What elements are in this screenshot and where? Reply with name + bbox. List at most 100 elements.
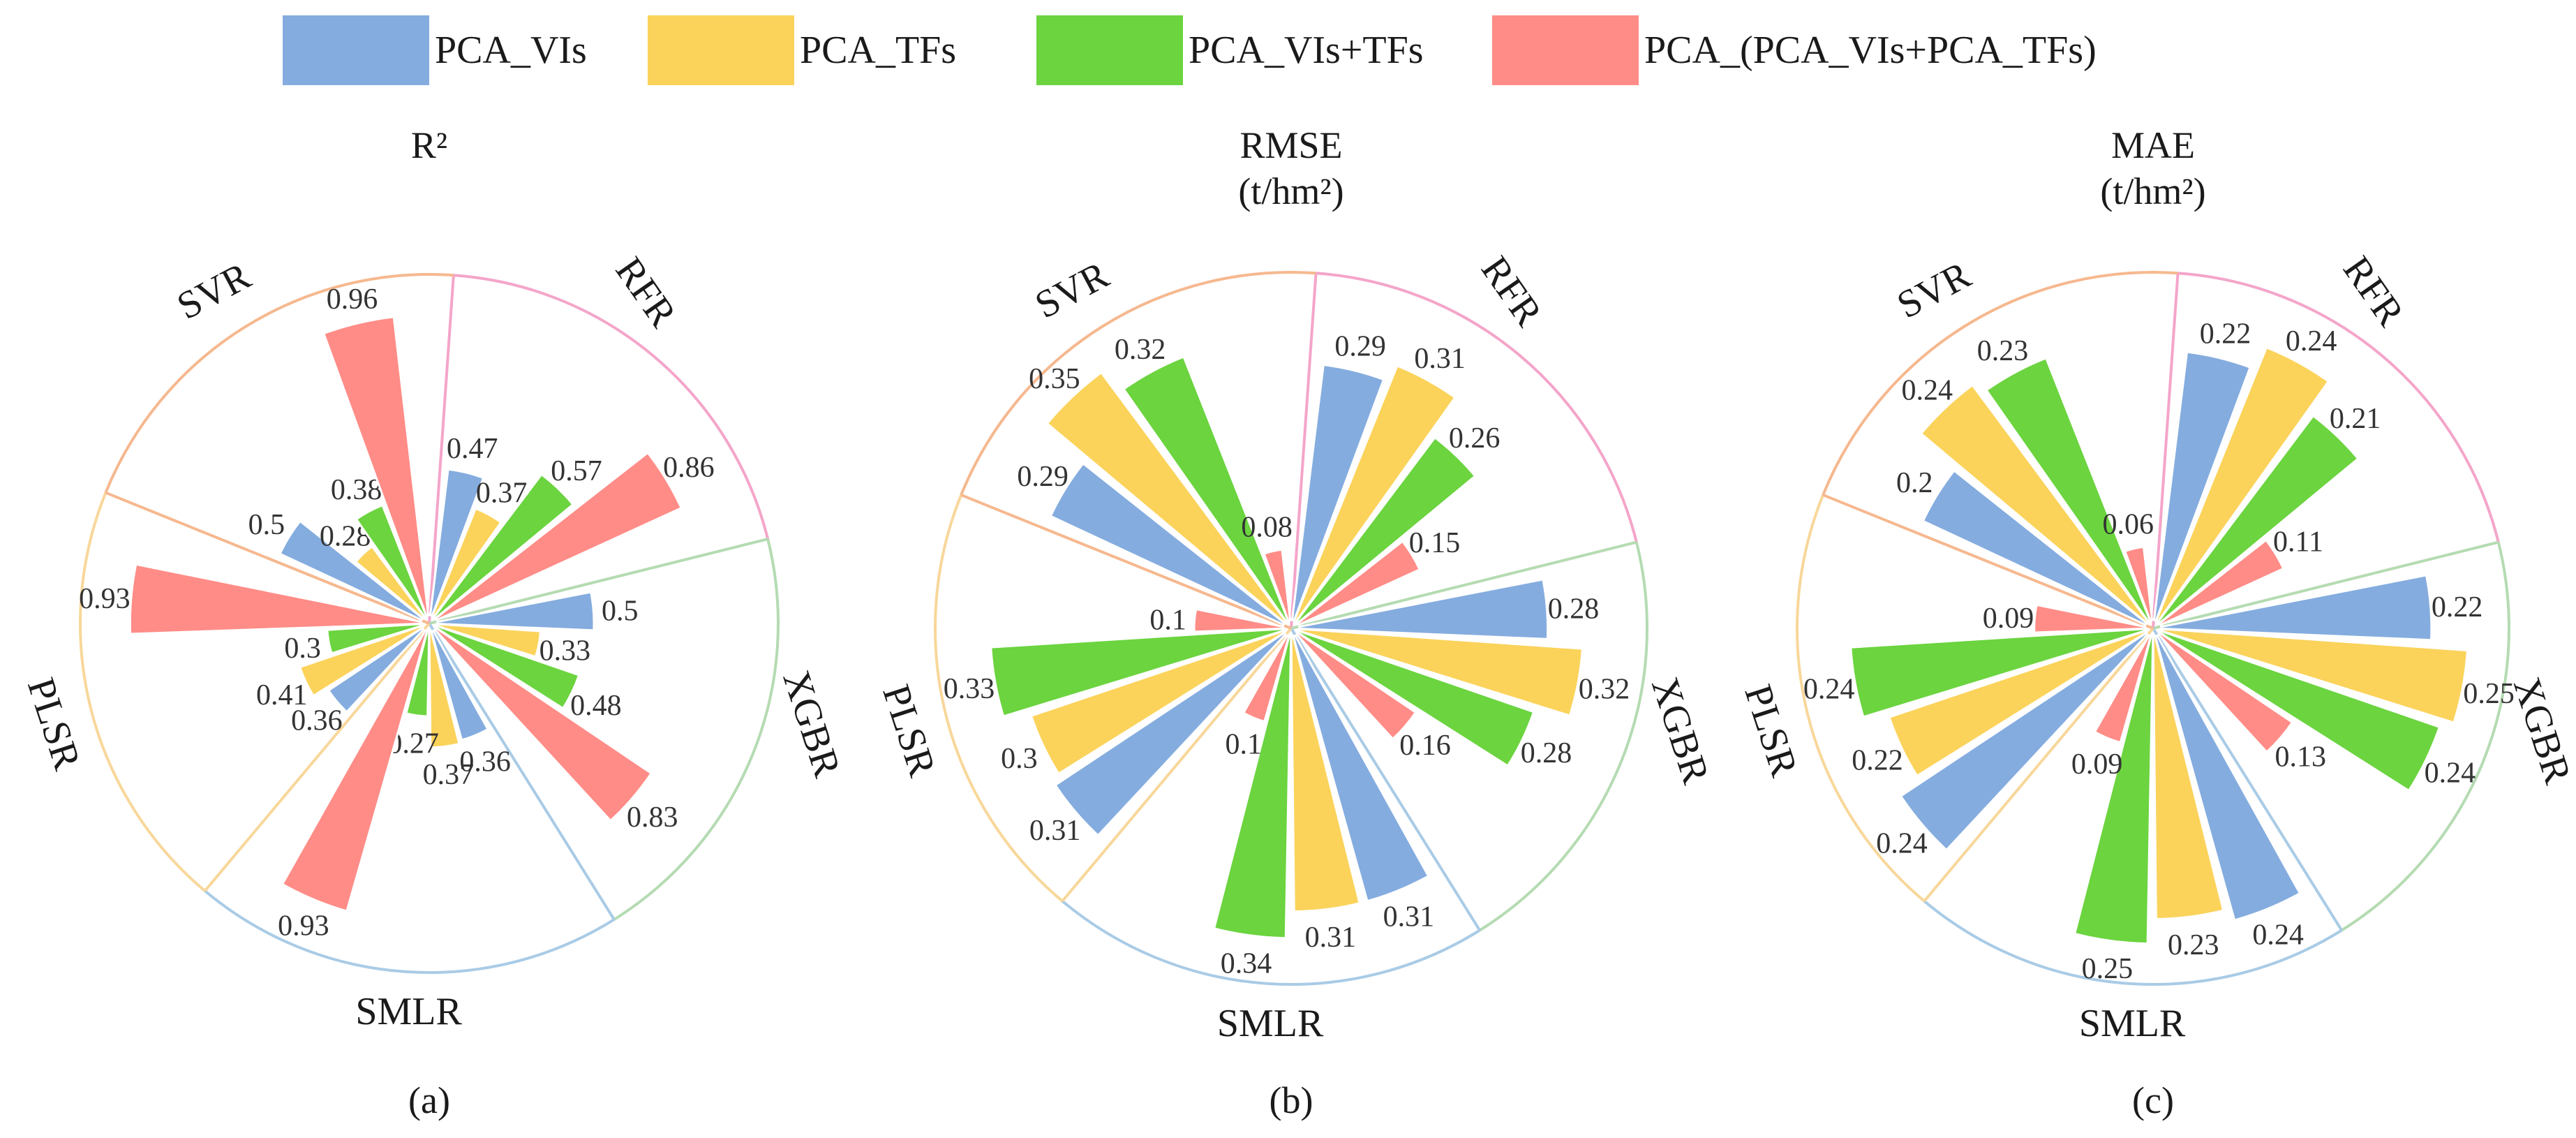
data-label: 0.11 bbox=[2273, 526, 2323, 559]
bar-svr-2 bbox=[354, 545, 426, 620]
bar-plsr-3 bbox=[1849, 628, 2147, 718]
chart-title-metric: MAE bbox=[2111, 124, 2195, 166]
data-label: 0.48 bbox=[570, 690, 622, 722]
data-label: 0.47 bbox=[447, 433, 498, 465]
chart-title-unit: (t/hm²) bbox=[2100, 170, 2206, 212]
data-label: 0.5 bbox=[248, 509, 285, 541]
bar-plsr-1 bbox=[1899, 631, 2149, 852]
legend: PCA_VIs PCA_TFs PCA_VIs+TFs PCA_(PCA_VIs+PC… bbox=[0, 0, 2576, 91]
data-label: 0.09 bbox=[2071, 748, 2123, 781]
chart-title: R² bbox=[290, 122, 569, 168]
sector-outline-xgbr bbox=[2152, 540, 2510, 932]
bar-smlr-3 bbox=[1212, 635, 1293, 940]
data-label: 0.31 bbox=[1029, 815, 1081, 847]
data-label: 0.1 bbox=[1149, 604, 1186, 636]
bar-xgbr-4 bbox=[433, 626, 653, 822]
sector-outline-smlr bbox=[1923, 627, 2343, 986]
data-label: 0.1 bbox=[1225, 728, 1262, 760]
legend-swatch bbox=[1492, 15, 1639, 85]
bar-plsr-1 bbox=[1054, 631, 1287, 837]
data-label: 0.35 bbox=[1029, 363, 1080, 395]
bar-plsr-4 bbox=[1193, 607, 1284, 633]
data-label: 0.29 bbox=[1017, 461, 1069, 493]
bar-rfr-2 bbox=[1293, 364, 1457, 623]
model-label-plsr: PLSR bbox=[1736, 679, 1806, 782]
data-label: 0.2 bbox=[1896, 467, 1933, 499]
bar-rfr-4 bbox=[2158, 538, 2285, 626]
data-label: 0.96 bbox=[327, 283, 378, 316]
model-label-xgbr: XGBR bbox=[2505, 672, 2576, 790]
data-label: 0.22 bbox=[2200, 318, 2251, 350]
data-label: 0.36 bbox=[459, 746, 511, 778]
data-label: 0.37 bbox=[423, 759, 475, 791]
sector-outline-smlr bbox=[1061, 627, 1481, 986]
model-label-rfr: RFR bbox=[1473, 249, 1551, 334]
data-label: 0.83 bbox=[627, 801, 678, 834]
data-label: 0.33 bbox=[944, 673, 995, 705]
data-label: 0.5 bbox=[602, 595, 639, 627]
model-label-svr: SVR bbox=[170, 254, 258, 328]
sector-outline-xgbr bbox=[1290, 540, 1648, 932]
bar-svr-4 bbox=[1263, 548, 1292, 622]
data-label: 0.57 bbox=[551, 455, 602, 487]
data-label: 0.41 bbox=[256, 679, 308, 711]
legend-swatch bbox=[283, 15, 429, 85]
data-label: 0.28 bbox=[1521, 737, 1572, 769]
bar-svr-4 bbox=[322, 316, 430, 617]
data-label: 0.86 bbox=[663, 452, 715, 484]
sector-outline-plsr bbox=[934, 494, 1293, 903]
bar-plsr-3 bbox=[326, 623, 423, 655]
sector-outline-svr bbox=[1822, 271, 2178, 630]
panel-label: (c) bbox=[2132, 1079, 2174, 1121]
sector-outline-plsr bbox=[79, 492, 431, 892]
model-label-plsr: PLSR bbox=[19, 673, 89, 776]
bar-rfr-1 bbox=[429, 468, 485, 617]
chart-title: MAE (t/hm²) bbox=[2013, 122, 2293, 214]
data-label: 0.38 bbox=[331, 474, 382, 506]
data-label: 0.23 bbox=[2168, 929, 2219, 961]
data-label: 0.15 bbox=[1409, 527, 1461, 559]
radial-chart-1: 0.47 0.37 0.57 0.86 RFR 0.5 0.33 0.48 0.83 XGBR 0.… bbox=[19, 250, 849, 1034]
model-label-smlr: SMLR bbox=[355, 990, 462, 1033]
bar-svr-1 bbox=[1921, 468, 2148, 626]
bar-plsr-4 bbox=[128, 563, 422, 635]
data-label: 0.13 bbox=[2275, 741, 2326, 774]
bar-svr-2 bbox=[1919, 383, 2150, 625]
legend-label: PCA_(PCA_VIs+PCA_TFs) bbox=[1644, 29, 2097, 72]
sector-outline-plsr bbox=[1796, 494, 2154, 903]
bar-xgbr-2 bbox=[435, 623, 542, 658]
bar-smlr-2 bbox=[1290, 635, 1361, 913]
data-label: 0.09 bbox=[1983, 603, 2034, 635]
data-label: 0.31 bbox=[1305, 922, 1357, 954]
bar-xgbr-1 bbox=[2160, 574, 2433, 642]
data-label: 0.21 bbox=[2330, 403, 2381, 435]
data-label: 0.32 bbox=[1579, 674, 1630, 706]
bar-rfr-2 bbox=[431, 507, 503, 619]
bar-xgbr-3 bbox=[1297, 630, 1535, 768]
model-label-svr: SVR bbox=[1890, 253, 1978, 327]
data-label: 0.33 bbox=[539, 635, 591, 667]
bar-svr-1 bbox=[1049, 461, 1286, 626]
bar-plsr-1 bbox=[327, 626, 425, 714]
bar-rfr-1 bbox=[2152, 350, 2251, 622]
bar-plsr-2 bbox=[1888, 629, 2147, 778]
bar-rfr-4 bbox=[1296, 540, 1422, 626]
legend-swatch bbox=[1036, 15, 1183, 85]
bar-svr-3 bbox=[355, 503, 428, 619]
panel-label: (b) bbox=[1269, 1079, 1313, 1121]
bar-svr-4 bbox=[2123, 545, 2154, 622]
bar-rfr-4 bbox=[434, 451, 683, 621]
model-label-xgbr: XGBR bbox=[1643, 672, 1718, 790]
model-label-svr: SVR bbox=[1028, 253, 1116, 327]
sector-outline-rfr bbox=[428, 274, 770, 624]
sector-outline-smlr bbox=[204, 622, 616, 974]
data-label: 0.28 bbox=[1548, 593, 1600, 626]
data-label: 0.06 bbox=[2102, 509, 2154, 541]
bar-rfr-2 bbox=[2154, 346, 2330, 623]
data-label: 0.24 bbox=[2286, 325, 2337, 357]
data-label: 0.36 bbox=[291, 705, 343, 737]
